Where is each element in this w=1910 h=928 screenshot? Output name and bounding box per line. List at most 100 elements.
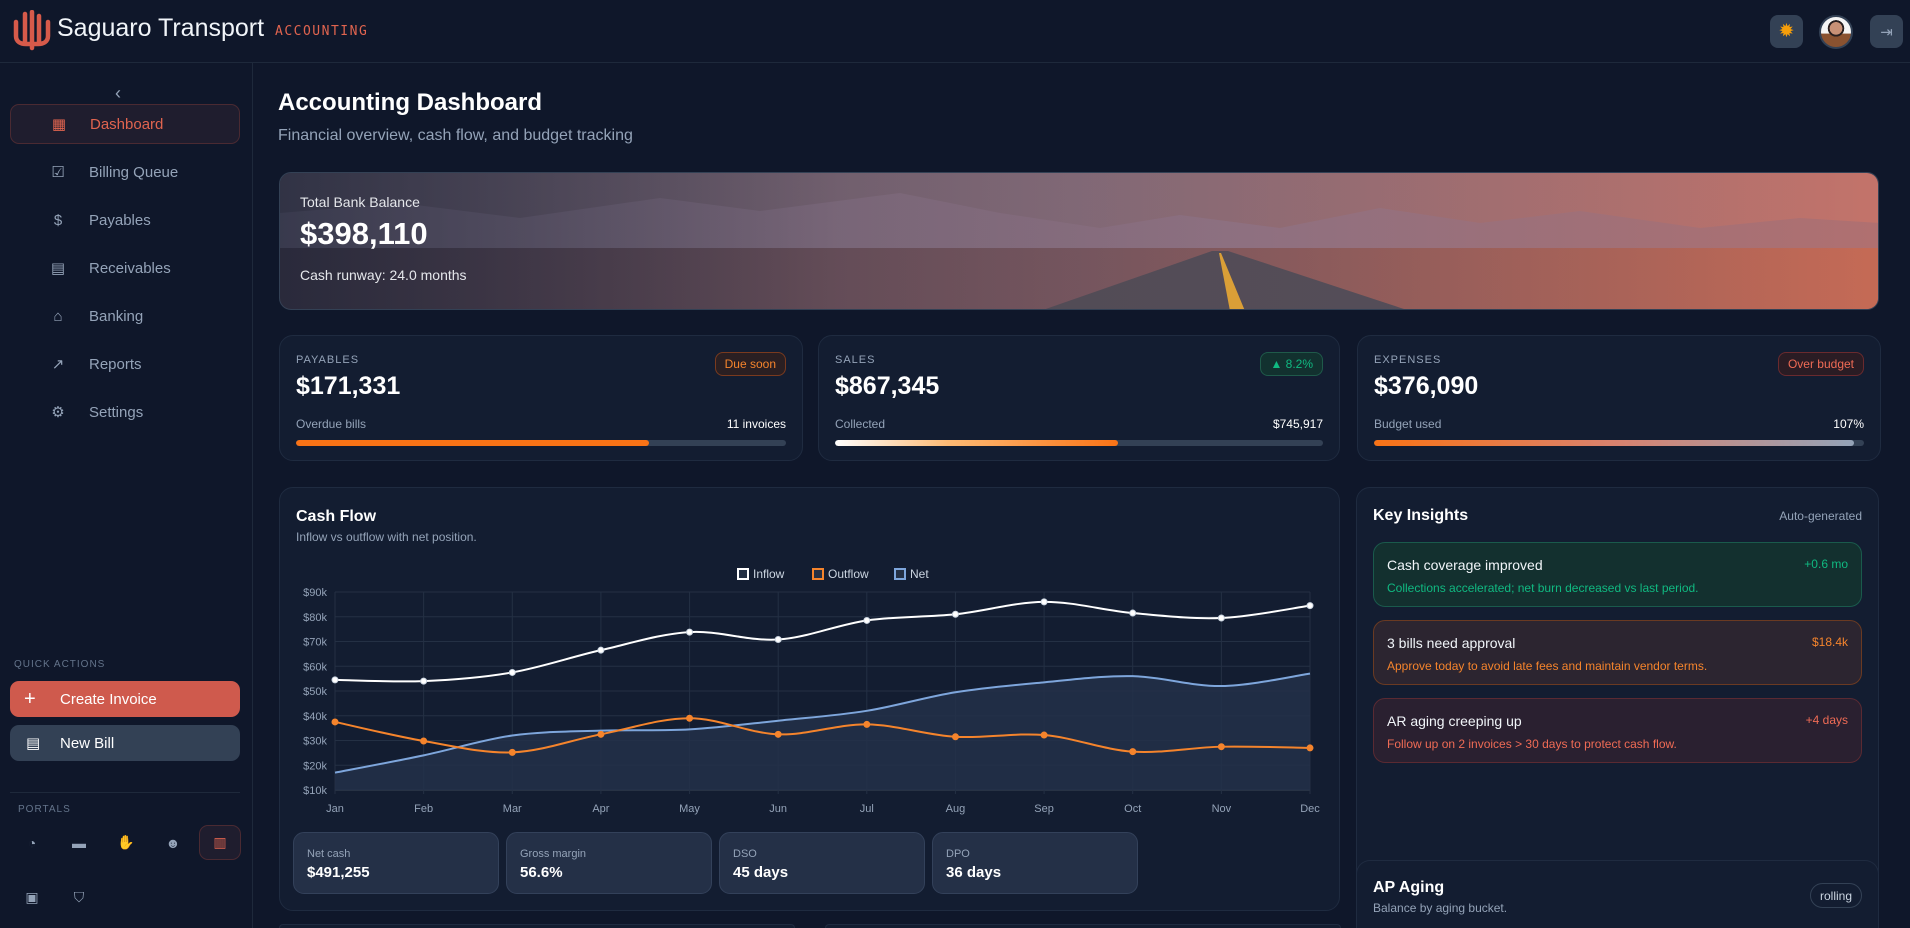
legend-swatch-inflow[interactable] [737,568,749,580]
inflow-point[interactable] [1217,614,1225,622]
inflow-line [334,600,1311,683]
stat-value: $376,090 [1374,372,1479,400]
inflow-point[interactable] [1306,602,1314,610]
stat-card-payables: PAYABLES $171,331 Due soon Overdue bills… [279,335,803,461]
insight-desc: Approve today to avoid late fees and mai… [1387,659,1708,673]
hero-label: Total Bank Balance [300,194,420,210]
plus-icon: + [24,687,36,710]
theme-toggle-button[interactable]: ✹ [1770,15,1803,48]
user-avatar[interactable] [1819,15,1853,49]
outflow-point[interactable] [1217,743,1225,751]
portal-handshake-button[interactable]: ✋ [105,825,147,860]
sidebar-item-settings[interactable]: ⚙ Settings [10,392,240,432]
inflow-point[interactable] [863,616,871,624]
portal-shield-button[interactable]: ⛉ [58,880,100,915]
legend-label[interactable]: Net [910,567,929,581]
collapse-sidebar-button[interactable]: ‹ [115,83,121,103]
sidebar-item-billing-queue[interactable]: ☑ Billing Queue [10,152,240,192]
metric-label: Net cash [307,848,351,860]
shield-icon: ⛉ [73,889,85,905]
x-tick-label: Aug [946,803,966,815]
sidebar-item-banking[interactable]: ⌂ Banking [10,296,240,336]
create-invoice-button[interactable]: + Create Invoice [10,681,240,717]
stat-card-expenses: EXPENSES $376,090 Over budget Budget use… [1357,335,1881,461]
inflow-point[interactable] [508,668,516,676]
outflow-point[interactable] [1306,744,1314,752]
lower-card-right [825,924,1341,928]
outflow-point[interactable] [1040,731,1048,739]
insight-item[interactable]: AR aging creeping up Follow up on 2 invoi… [1373,698,1862,763]
cash-flow-subtitle: Inflow vs outflow with net position. [296,530,477,544]
file-icon: ▤ [26,735,41,752]
x-tick-label: Jun [769,803,787,815]
insight-item[interactable]: Cash coverage improved Collections accele… [1373,542,1862,607]
y-tick-label: $70k [303,637,327,649]
logout-button[interactable]: ⇥ [1870,15,1903,48]
cash-flow-title: Cash Flow [296,508,377,525]
inflow-point[interactable] [774,636,782,644]
outflow-point[interactable] [1129,748,1137,756]
portal-users-button[interactable]: ☻ [152,825,194,860]
sidebar-item-reports[interactable]: ↗ Reports [10,344,240,384]
x-tick-label: Apr [592,803,609,815]
y-tick-label: $40k [303,711,327,723]
x-tick-label: Nov [1212,803,1232,815]
ap-aging-tag[interactable]: rolling [1809,883,1862,908]
outflow-point[interactable] [331,718,339,726]
net-line [334,672,1311,774]
logout-icon: ⇥ [1880,23,1893,41]
outflow-point[interactable] [774,730,782,738]
stat-value: $171,331 [296,372,401,400]
lower-card-left [279,924,795,928]
y-tick-label: $50k [303,686,327,698]
inflow-point[interactable] [1129,609,1137,617]
inflow-point[interactable] [1040,598,1048,606]
insight-item[interactable]: 3 bills need approval Approve today to av… [1373,620,1862,685]
sidebar-item-receivables[interactable]: ▤ Receivables [10,248,240,288]
stat-sub-label: Overdue bills [296,417,367,431]
net-area [335,673,1310,790]
metric-value: 56.6% [520,864,563,881]
outflow-point[interactable] [508,748,516,756]
inflow-point[interactable] [951,610,959,618]
briefcase-icon: ▣ [25,889,39,905]
outflow-point[interactable] [951,733,959,741]
page-title: Accounting Dashboard [278,89,543,116]
dashboard-icon: ▦ [51,116,67,133]
outflow-point[interactable] [686,714,694,722]
sidebar-item-payables[interactable]: $ Payables [10,200,240,240]
progress-fill [835,440,1119,446]
ap-aging-subtitle: Balance by aging bucket. [1373,901,1508,915]
portal-calculator-button[interactable]: ▥ [199,825,241,860]
legend-label[interactable]: Inflow [753,567,785,581]
new-bill-button[interactable]: ▤ New Bill [10,725,240,761]
module-label: ACCOUNTING [275,24,369,39]
handshake-icon: ✋ [117,834,135,850]
cash-flow-card: Cash Flow Inflow vs outflow with net pos… [279,487,1340,911]
x-tick-label: Feb [414,803,433,815]
bank-balance-hero: Total Bank Balance $398,110 Cash runway:… [279,172,1879,310]
outflow-point[interactable] [420,737,428,745]
inflow-point[interactable] [686,628,694,636]
create-invoice-label: Create Invoice [60,690,157,708]
inflow-point[interactable] [420,677,428,685]
portal-satellite-dish-button[interactable]: ◔ [11,825,53,860]
metric-dpo: DPO 36 days [932,832,1138,894]
legend-label[interactable]: Outflow [828,567,869,581]
x-tick-label: Jan [326,803,344,815]
legend-swatch-net[interactable] [894,568,906,580]
metric-value: 36 days [946,864,1002,881]
insight-desc: Follow up on 2 invoices > 30 days to pro… [1387,737,1677,751]
legend-swatch-outflow[interactable] [812,568,824,580]
outflow-point[interactable] [863,720,871,728]
outflow-point[interactable] [597,730,605,738]
inflow-point[interactable] [331,676,339,684]
portal-briefcase-button[interactable]: ▣ [11,880,53,915]
y-tick-label: $90k [303,587,327,599]
divider [10,792,240,793]
inflow-point[interactable] [597,646,605,654]
saguaro-logo-icon [13,10,51,51]
insights-title: Key Insights [1373,507,1469,524]
portal-car-button[interactable]: ▬ [58,825,100,860]
sidebar-item-dashboard[interactable]: ▦ Dashboard [10,104,240,144]
